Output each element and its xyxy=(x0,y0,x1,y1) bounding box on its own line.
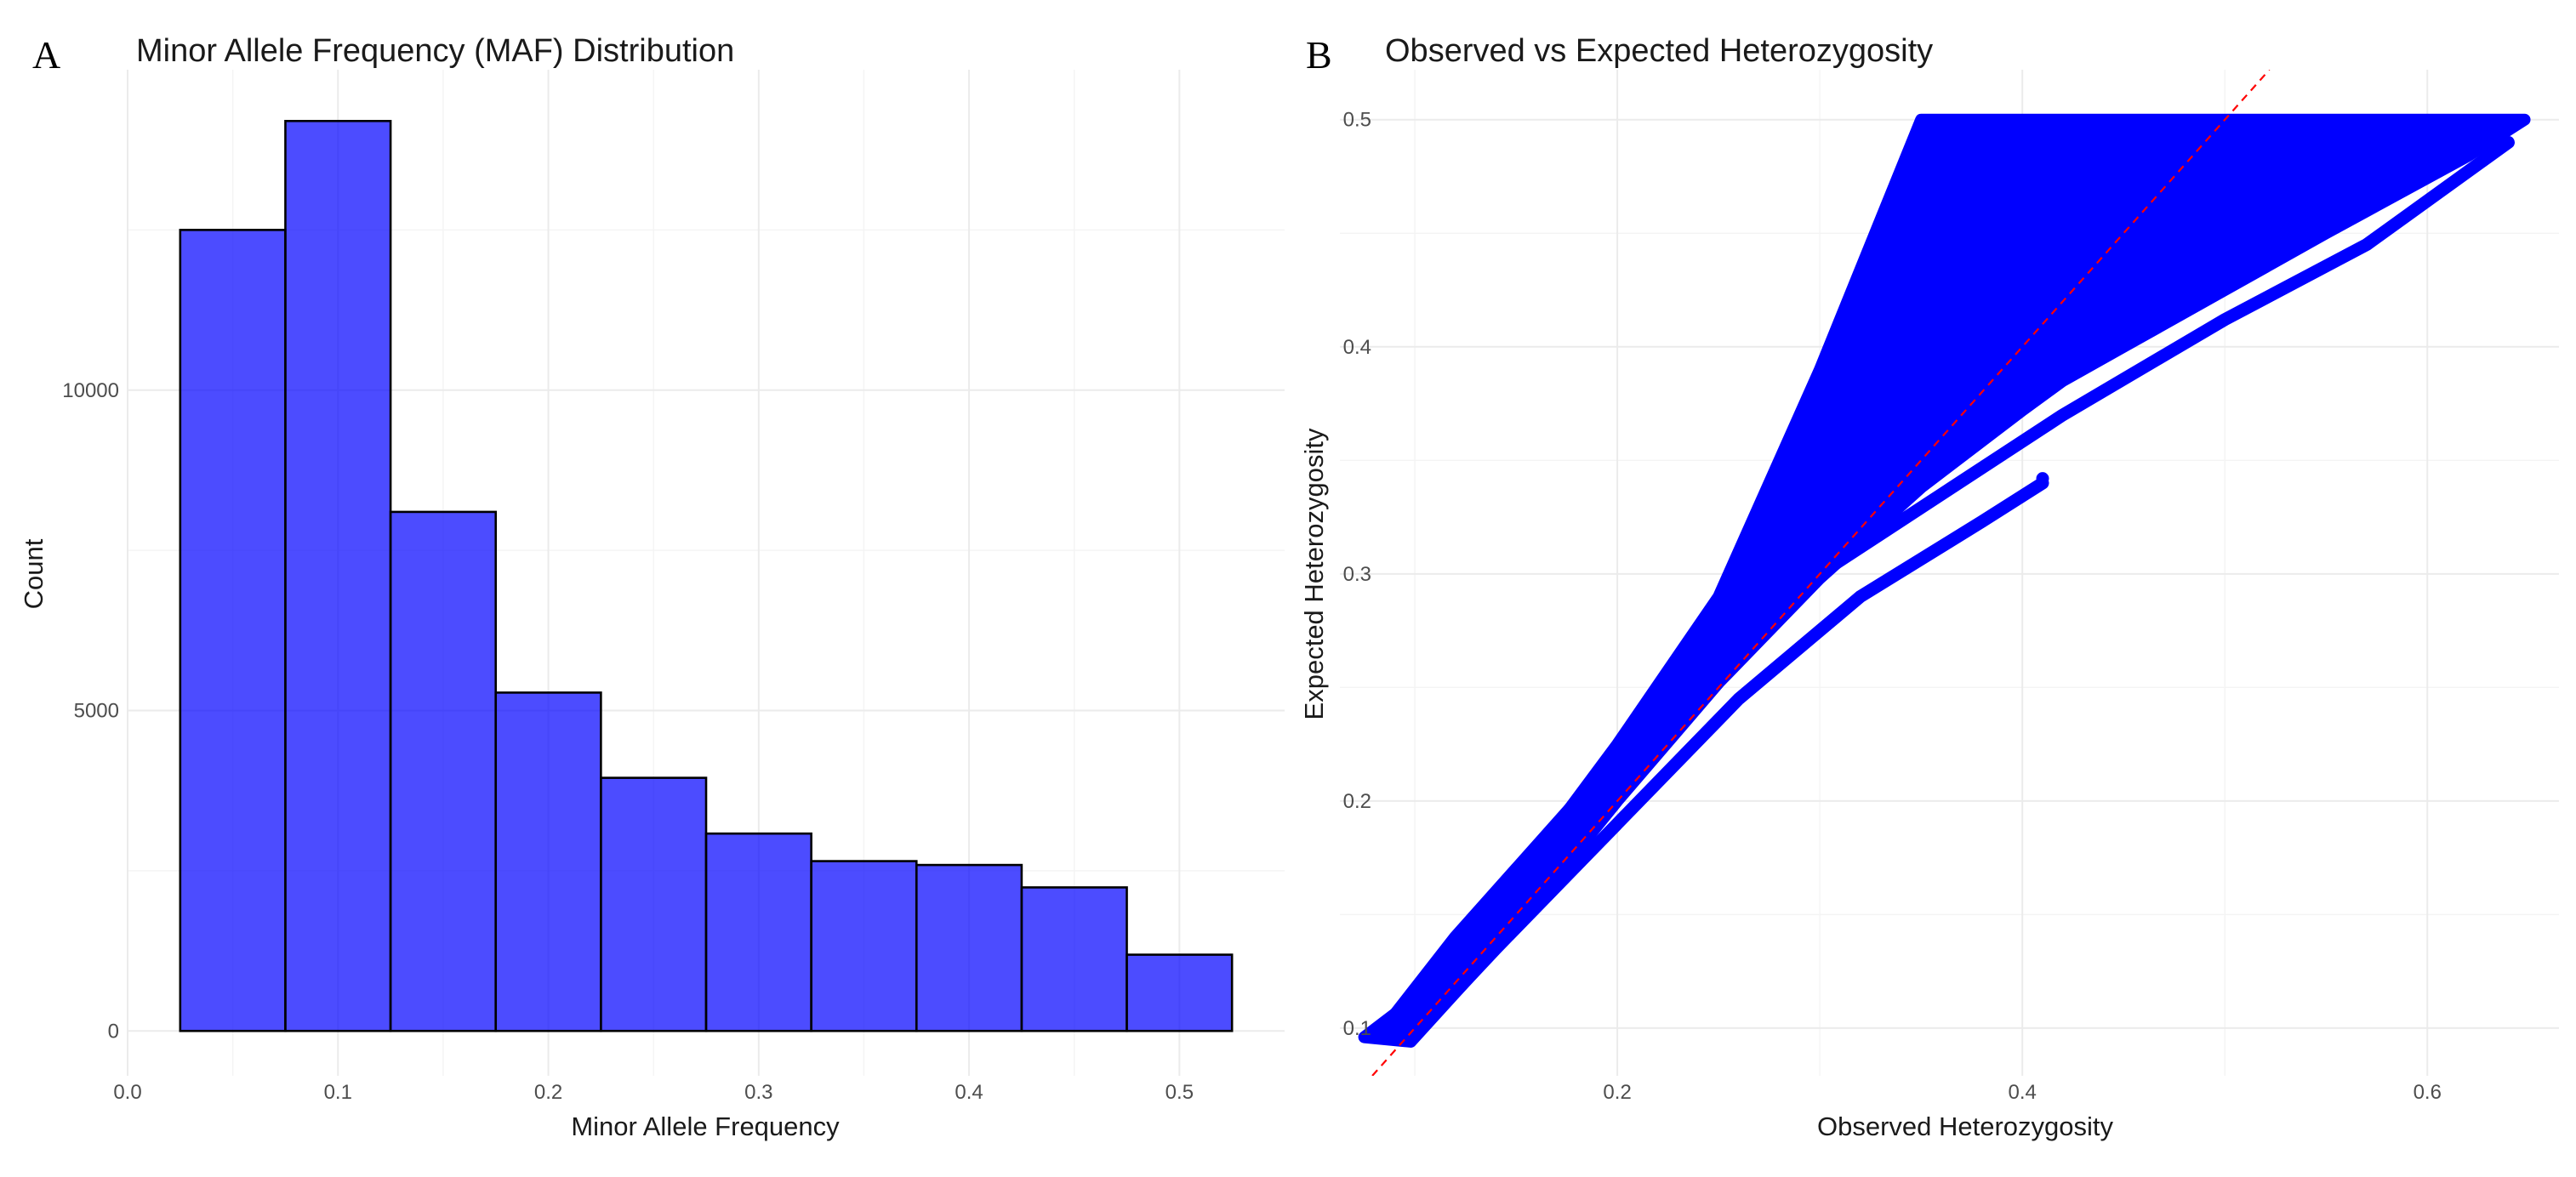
data-point xyxy=(2339,204,2353,218)
heterozygosity-x-axis-title: Observed Heterozygosity xyxy=(1817,1112,2114,1141)
het-y-tick: 0.5 xyxy=(1343,109,1371,132)
heterozygosity-scatter-panel: B Observed vs Expected Heterozygosity 0.… xyxy=(1299,33,2559,1141)
heterozygosity-y-tick-labels: 0.1 0.2 0.3 0.4 0.5 xyxy=(1343,109,1371,1040)
maf-bar xyxy=(1126,953,1234,1032)
maf-x-axis-title: Minor Allele Frequency xyxy=(571,1112,840,1141)
data-point xyxy=(1874,479,1888,492)
maf-y-tick: 10000 xyxy=(62,379,119,402)
maf-bar xyxy=(179,229,287,1032)
maf-x-tick: 0.1 xyxy=(324,1081,352,1104)
het-y-tick: 0.2 xyxy=(1343,790,1371,813)
maf-histogram-panel: A Minor Allele Frequency (MAF) Distribut… xyxy=(19,33,1285,1141)
maf-bar xyxy=(915,863,1023,1032)
heterozygosity-points xyxy=(1358,113,2531,1048)
maf-bar xyxy=(389,510,498,1032)
maf-x-tick: 0.2 xyxy=(534,1081,562,1104)
het-y-tick: 0.3 xyxy=(1343,563,1371,586)
reference-line xyxy=(1371,70,2271,1076)
maf-y-tick: 5000 xyxy=(74,700,119,723)
het-x-tick: 0.2 xyxy=(1603,1081,1631,1104)
point-cloud-area xyxy=(1358,113,2531,1048)
panel-a-label: A xyxy=(32,33,60,77)
maf-bar xyxy=(494,691,602,1032)
maf-x-tick: 0.3 xyxy=(744,1081,772,1104)
panel-b-label: B xyxy=(1306,33,1332,77)
het-y-tick: 0.4 xyxy=(1343,336,1371,359)
point-band xyxy=(1377,135,2515,1035)
maf-x-tick-labels: 0.0 0.1 0.2 0.3 0.4 0.5 xyxy=(113,1081,1194,1104)
heterozygosity-title: Observed vs Expected Heterozygosity xyxy=(1385,33,1933,69)
het-x-tick: 0.6 xyxy=(2414,1081,2442,1104)
maf-bar xyxy=(810,860,918,1032)
maf-bar xyxy=(600,776,708,1032)
heterozygosity-x-tick-labels: 0.2 0.4 0.6 xyxy=(1603,1081,2442,1104)
data-point xyxy=(1886,472,1900,486)
maf-y-axis-title: Count xyxy=(19,538,48,609)
het-y-tick: 0.1 xyxy=(1343,1017,1371,1040)
data-point xyxy=(2036,472,2049,486)
data-point xyxy=(2391,181,2404,195)
maf-bar xyxy=(1020,886,1128,1032)
maf-histogram-title: Minor Allele Frequency (MAF) Distributio… xyxy=(136,33,734,69)
heterozygosity-y-axis-title: Expected Heterozygosity xyxy=(1299,428,1329,719)
het-x-tick: 0.4 xyxy=(2009,1081,2037,1104)
maf-x-tick: 0.5 xyxy=(1165,1081,1194,1104)
maf-y-tick-labels: 0 5000 10000 xyxy=(62,379,119,1043)
heterozygosity-gridlines xyxy=(1340,70,2559,1076)
maf-x-tick: 0.4 xyxy=(955,1081,983,1104)
maf-bars xyxy=(179,119,1234,1032)
data-point xyxy=(1860,487,1873,501)
maf-bar xyxy=(284,119,392,1032)
maf-bar xyxy=(704,832,812,1032)
point-band xyxy=(1404,476,2049,1046)
reference-line-group xyxy=(1371,70,2271,1076)
maf-x-tick: 0.0 xyxy=(113,1081,141,1104)
maf-y-tick: 0 xyxy=(108,1020,119,1043)
